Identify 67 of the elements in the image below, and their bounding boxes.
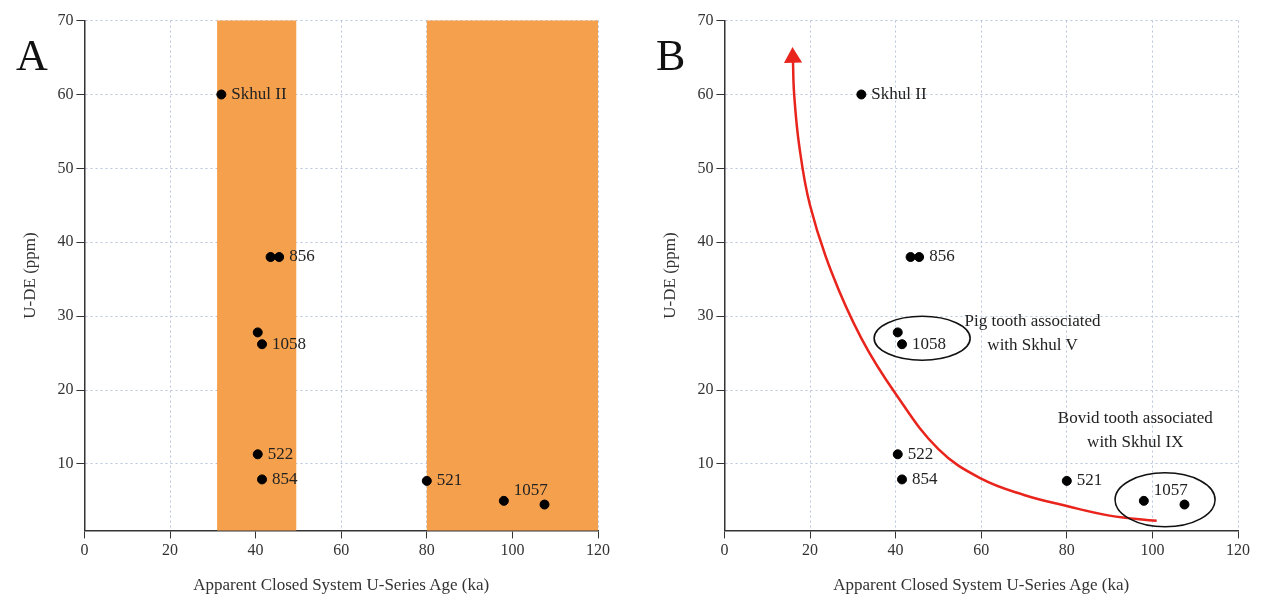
y-tick-label: 70 (57, 10, 74, 28)
y-tick-label: 20 (57, 380, 74, 398)
annotation: 1057 (1153, 480, 1189, 500)
point (914, 252, 925, 263)
chart-title: A (16, 30, 48, 80)
y-tick-label: 70 (697, 10, 714, 28)
point (265, 252, 276, 263)
point (274, 252, 285, 263)
annotation: 1058 (912, 333, 947, 353)
point (252, 327, 263, 338)
point (421, 475, 432, 486)
point (252, 449, 263, 460)
x-tick-label: 20 (802, 541, 818, 559)
x-tick-label: 100 (1140, 541, 1165, 559)
point (1138, 495, 1149, 506)
annotation: Bovid tooth associated with Skhul IX (1057, 407, 1214, 451)
y-tick-label: 40 (57, 232, 74, 250)
annotation: 522 (267, 443, 294, 463)
point (905, 252, 916, 263)
chart-title: B (656, 30, 686, 80)
point (257, 339, 268, 350)
x-tick-label: 80 (418, 541, 435, 559)
x-tick-label: 120 (586, 541, 610, 559)
x-tick-label: 40 (247, 541, 264, 559)
annotation: 1057 (513, 480, 549, 500)
point (257, 474, 268, 485)
x-tick-label: 20 (162, 541, 178, 559)
point (216, 89, 227, 100)
x-tick-label: 40 (887, 541, 904, 559)
point (897, 339, 908, 350)
x-tick-label: 100 (500, 541, 525, 559)
point (897, 474, 908, 485)
y-axis-title: U-DE (ppm) (659, 232, 679, 319)
point (1061, 475, 1072, 486)
x-tick-label: 60 (973, 541, 990, 559)
x-tick-label: 120 (1226, 541, 1250, 559)
y-tick-label: 30 (57, 306, 74, 324)
y-tick-label: 60 (57, 84, 74, 102)
x-tick-label: 0 (80, 541, 89, 559)
annotation: Skhul II (871, 83, 927, 103)
annotation: 854 (912, 468, 939, 488)
y-tick-label: 10 (57, 454, 74, 472)
annotation: 521 (1076, 470, 1103, 490)
point (892, 449, 903, 460)
x-tick-label: 0 (720, 541, 729, 559)
y-tick-label: 20 (697, 380, 714, 398)
point (498, 495, 509, 506)
y-tick-label: 50 (57, 158, 74, 176)
y-tick-label: 10 (697, 454, 714, 472)
x-tick-label: 60 (333, 541, 350, 559)
y-tick-label: 60 (697, 84, 714, 102)
annotation: Skhul II (231, 83, 287, 103)
annotation: Pig tooth associated with Skhul V (964, 310, 1102, 354)
annotation: 522 (907, 443, 934, 463)
x-tick-label: 80 (1058, 541, 1075, 559)
point (1179, 499, 1190, 510)
point (856, 89, 867, 100)
y-axis-title: U-DE (ppm) (19, 232, 39, 319)
point (892, 327, 903, 338)
y-tick-label: 40 (697, 232, 714, 250)
point (539, 499, 550, 510)
x-axis-title: Apparent Closed System U-Series Age (ka) (833, 575, 1130, 595)
y-tick-label: 50 (697, 158, 714, 176)
annotation: 856 (929, 246, 955, 266)
x-axis-title: Apparent Closed System U-Series Age (ka) (193, 575, 490, 595)
y-tick-label: 30 (697, 306, 714, 324)
annotation: 521 (436, 470, 463, 490)
